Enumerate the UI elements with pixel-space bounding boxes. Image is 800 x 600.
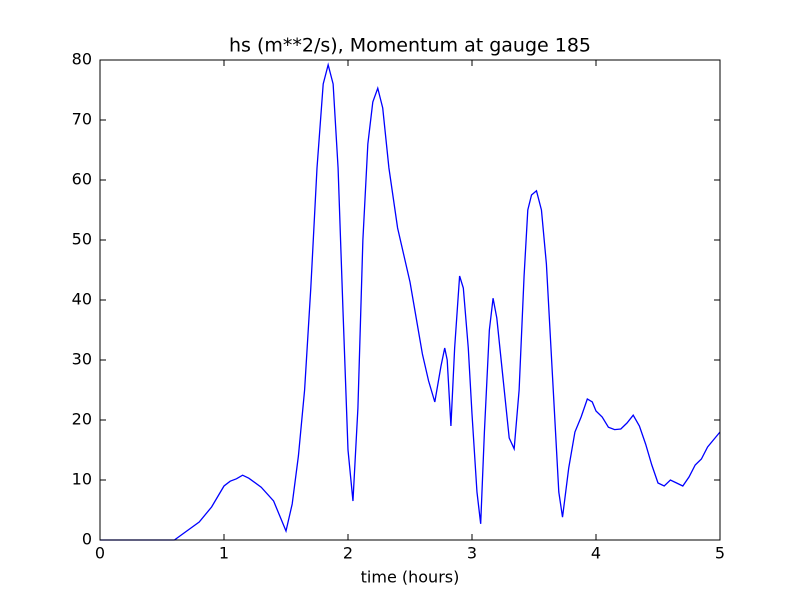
x-tick-label: 1 <box>219 544 229 563</box>
plot-frame <box>99 59 721 541</box>
y-tick-label: 10 <box>72 470 92 489</box>
x-tick-label: 4 <box>591 544 601 563</box>
y-tick-label: 70 <box>72 110 92 129</box>
x-tick-label: 3 <box>467 544 477 563</box>
x-axis-label: time (hours) <box>361 568 460 587</box>
y-tick-label: 80 <box>72 50 92 69</box>
x-tick-label: 2 <box>343 544 353 563</box>
x-tick-label: 0 <box>95 544 105 563</box>
chart-title: hs (m**2/s), Momentum at gauge 185 <box>229 35 591 57</box>
y-tick-label: 40 <box>72 290 92 309</box>
y-tick-label: 0 <box>82 530 92 549</box>
y-tick-label: 60 <box>72 170 92 189</box>
y-tick-label: 30 <box>72 350 92 369</box>
data-line <box>100 62 721 541</box>
y-tick-label: 50 <box>72 230 92 249</box>
x-tick-label: 5 <box>715 544 725 563</box>
y-tick-label: 20 <box>72 410 92 429</box>
